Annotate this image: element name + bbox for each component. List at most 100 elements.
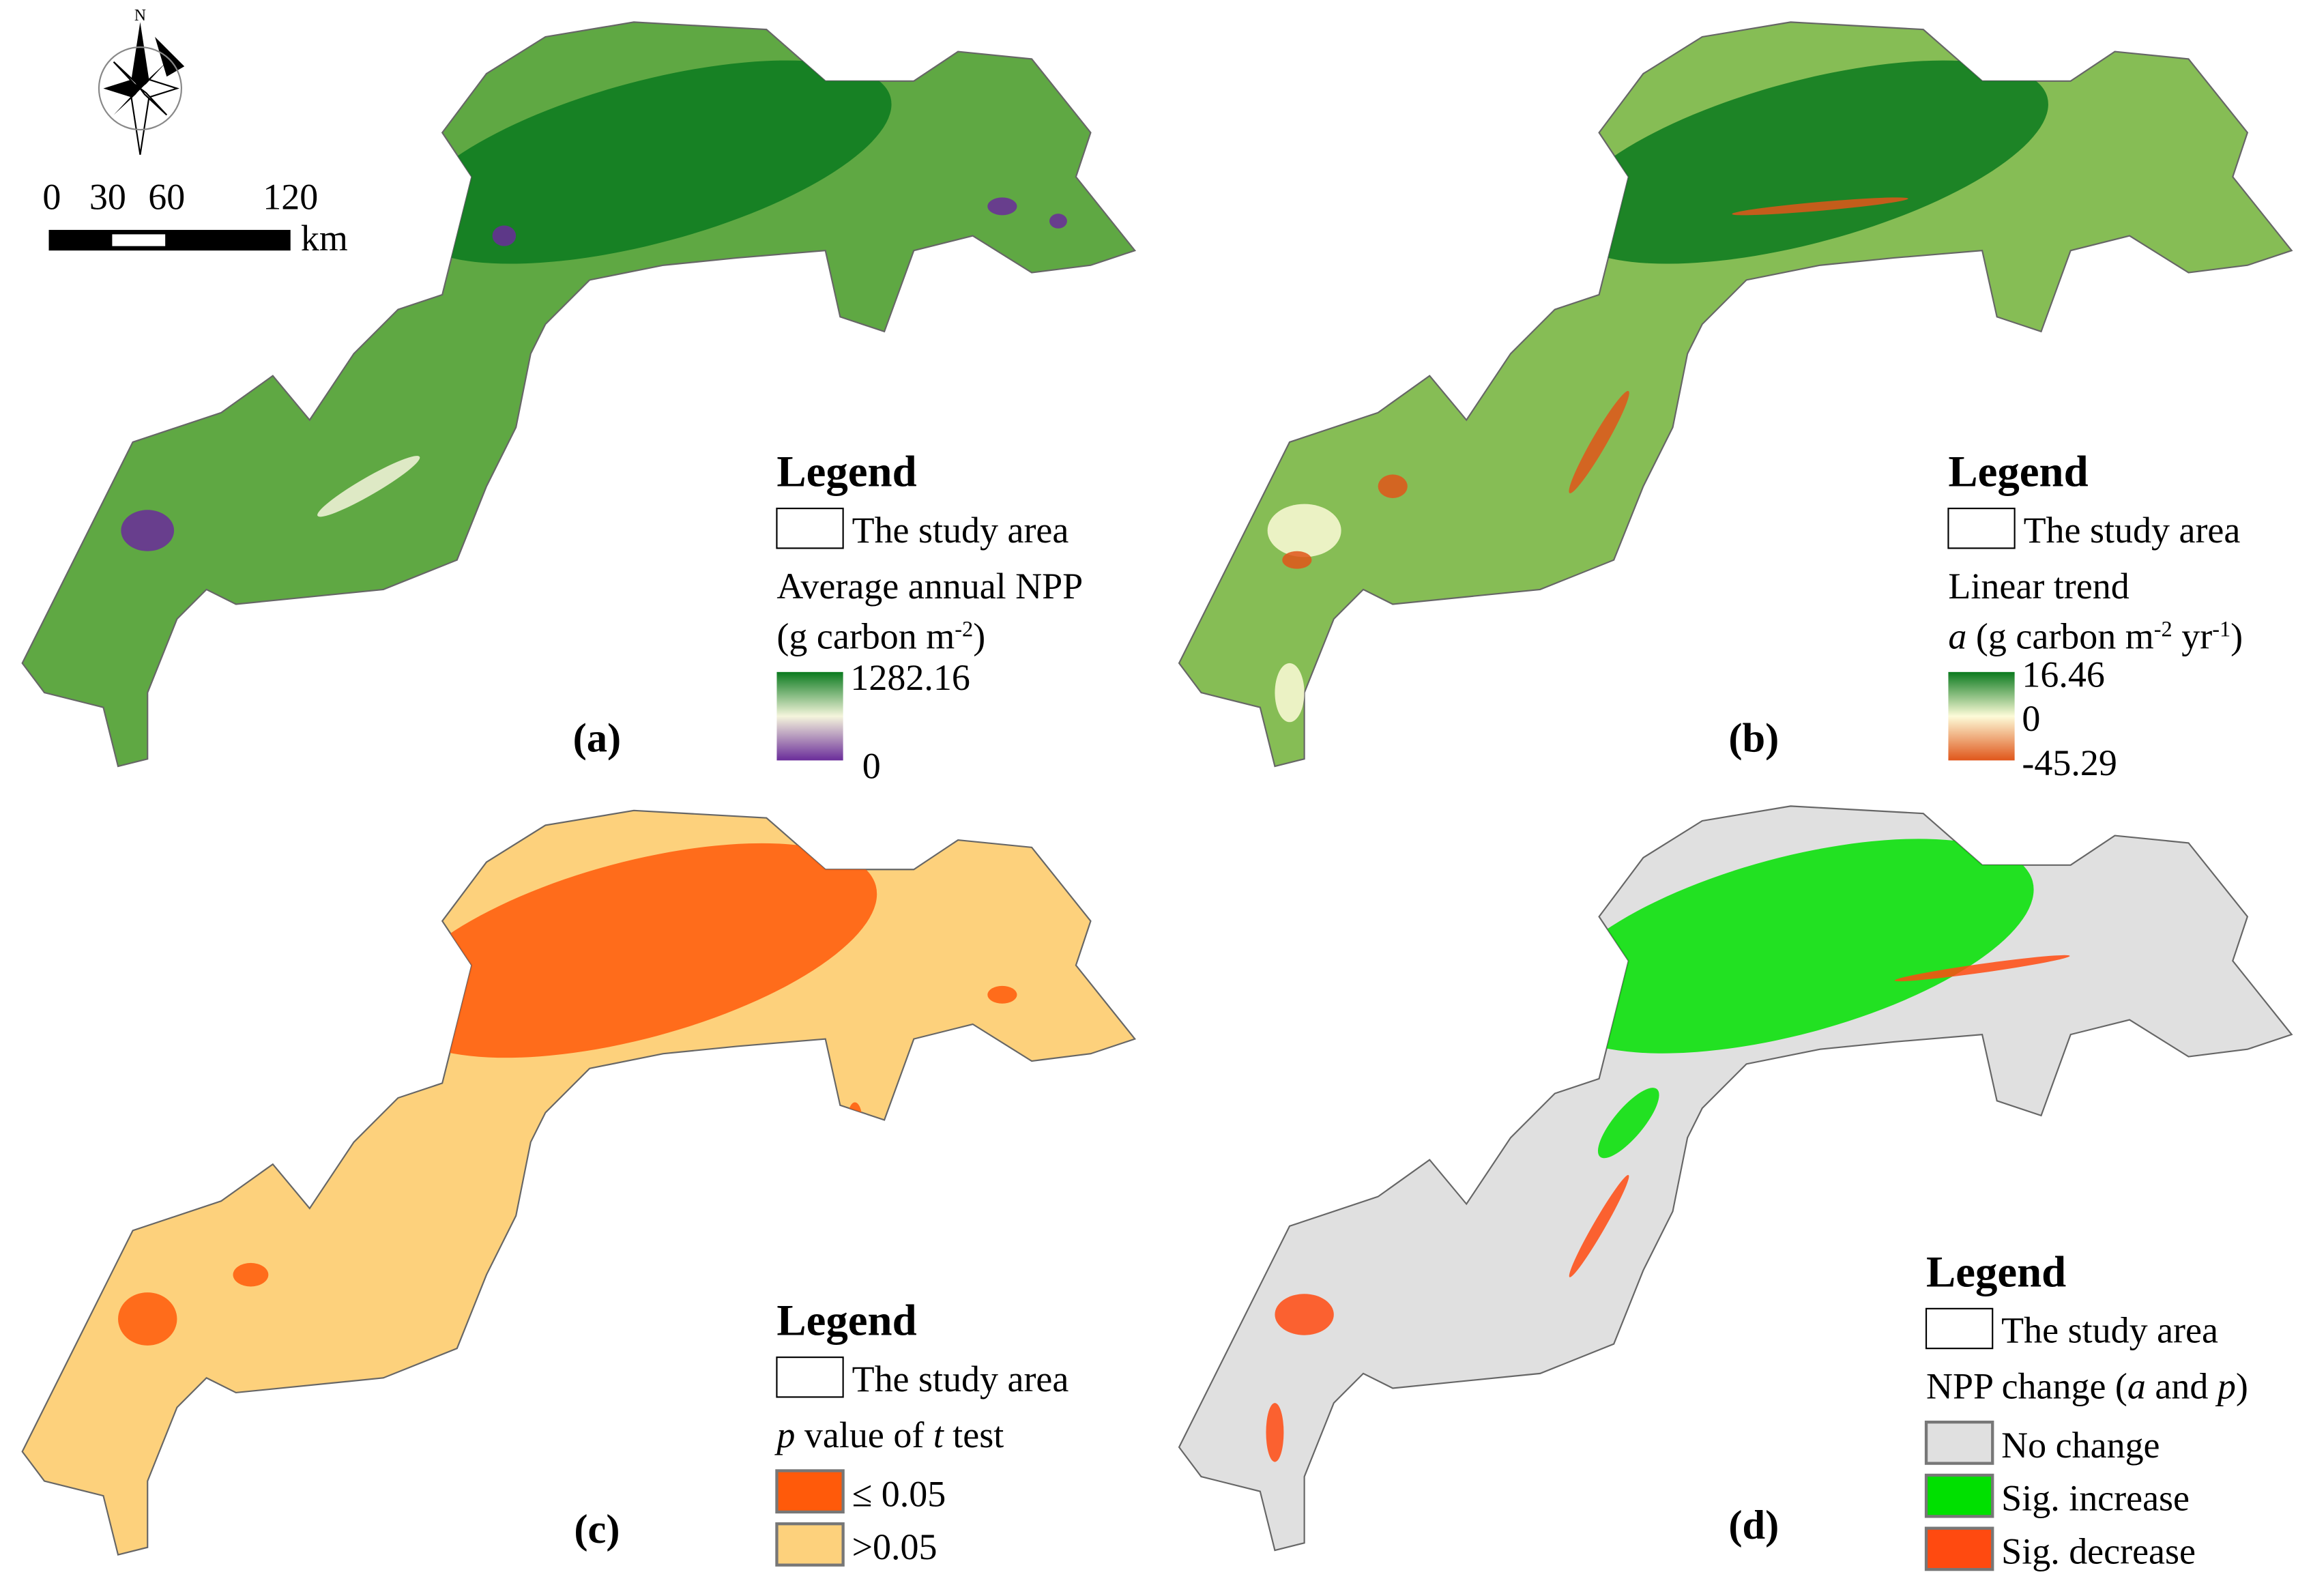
map-patch [847, 1102, 862, 1138]
text-segment: ) [973, 615, 985, 656]
study-area [21, 809, 1137, 1556]
text-segment: p [774, 1414, 795, 1455]
scale-label: 60 [148, 177, 185, 218]
legend-boundary-label: The study area [2001, 1310, 2218, 1351]
legend-class-label: ≤ 0.05 [852, 1473, 946, 1514]
text-segment: ) [2230, 615, 2243, 656]
legend-variable: Average annual NPP [776, 566, 1083, 607]
text-segment: p [2215, 1366, 2236, 1407]
text-segment: (g carbon m [776, 615, 955, 656]
map-patch [121, 510, 175, 551]
map-patch [492, 225, 517, 246]
text-segment: yr [2172, 615, 2212, 656]
scale-label: 120 [263, 177, 318, 218]
scale-bar [48, 229, 291, 251]
panel-label: (b) [1728, 715, 1779, 761]
north-label: N [134, 7, 146, 25]
map-patch [1547, 839, 2034, 1054]
legend-variable: NPP change (a and p) [1926, 1366, 2248, 1407]
map-patch [987, 985, 1017, 1004]
legend-variable: p value of t test [774, 1414, 1004, 1455]
legend-class-label: Sig. increase [2001, 1478, 2190, 1519]
text-segment: (g carbon m [1966, 615, 2153, 656]
text-segment: -2 [2154, 617, 2172, 641]
map-patch [1282, 551, 1312, 569]
map-patches [121, 60, 1067, 551]
colorbar-label: 1282.16 [850, 657, 970, 698]
map-patch [987, 197, 1017, 216]
legend-class-swatch [1924, 1420, 1994, 1465]
map-patch [1562, 60, 2048, 264]
map-patches [1267, 60, 2048, 723]
text-segment: a [2127, 1366, 2146, 1407]
text-segment: test [944, 1414, 1004, 1455]
legend-boundary-label: The study area [852, 510, 1069, 551]
scale-label: 0 [42, 177, 61, 218]
map-patches [1266, 839, 2070, 1462]
north-arrow [98, 22, 185, 155]
map-patch [390, 843, 877, 1058]
map-patch [1267, 504, 1341, 557]
panel-label: (c) [574, 1507, 620, 1552]
map-patch [233, 1262, 269, 1287]
legend-class-swatch [1924, 1473, 1994, 1518]
study-area [1178, 805, 2293, 1552]
map-patch [118, 1292, 177, 1346]
map-panel [21, 21, 1137, 768]
map-patch [1569, 1174, 1629, 1277]
text-segment: Average annual NPP [776, 566, 1083, 607]
colorbar-label: -45.29 [2022, 742, 2117, 783]
legend-boundary-swatch [1947, 508, 2016, 549]
study-area [21, 21, 1137, 768]
map-patch [1378, 474, 1408, 498]
colorbar-label: 16.46 [2022, 654, 2104, 695]
map-patch [1275, 663, 1305, 723]
panel-label: (a) [573, 715, 622, 761]
text-segment: value of [795, 1414, 933, 1455]
map-patch [1266, 1403, 1284, 1462]
legend-boundary-swatch [776, 508, 844, 549]
legend-title: Legend [1948, 448, 2088, 497]
colorbar-label: 0 [2022, 698, 2040, 739]
text-segment: ) [2236, 1366, 2248, 1407]
text-segment: Linear trend [1948, 566, 2129, 607]
map-panel [1178, 21, 2293, 768]
panel-label: (d) [1728, 1503, 1779, 1548]
legend-class-label: No change [2001, 1425, 2160, 1466]
study-area [1178, 21, 2293, 768]
text-segment: a [1948, 615, 1966, 656]
text-segment: t [933, 1414, 945, 1455]
map-patch [1597, 1088, 1659, 1159]
scale-label: 30 [89, 177, 126, 218]
text-segment: -1 [2212, 617, 2230, 641]
legend-boundary-swatch [776, 1356, 844, 1398]
map-patch [1049, 214, 1067, 229]
legend-class-swatch [775, 1522, 845, 1567]
legend-variable: Linear trend [1948, 566, 2129, 607]
legend-class-swatch [775, 1469, 845, 1514]
map-patch [405, 60, 892, 264]
colorbar [776, 671, 843, 761]
legend-boundary-label: The study area [852, 1359, 1069, 1399]
text-segment: and [2146, 1366, 2218, 1407]
legend-boundary-label: The study area [2024, 510, 2241, 551]
map-patch [1275, 1294, 1334, 1335]
scale-unit: km [301, 218, 348, 259]
map-patch [1732, 197, 1908, 216]
legend-title: Legend [776, 1296, 916, 1346]
legend-variable: (g carbon m-2) [776, 615, 985, 656]
map-patch [1894, 955, 2070, 982]
text-segment: -2 [955, 617, 973, 641]
legend-class-label: Sig. decrease [2001, 1530, 2196, 1571]
legend-title: Legend [776, 448, 916, 497]
legend-variable: a (g carbon m-2 yr-1) [1948, 615, 2243, 656]
legend-class-label: >0.05 [852, 1526, 938, 1567]
colorbar [1948, 671, 2015, 761]
colorbar-label: 0 [862, 745, 881, 786]
legend-boundary-swatch [1925, 1307, 1994, 1350]
map-panel [1178, 805, 2293, 1552]
legend-title: Legend [1926, 1247, 2066, 1296]
map-patch [1569, 390, 1629, 493]
legend-class-swatch [1924, 1526, 1994, 1571]
